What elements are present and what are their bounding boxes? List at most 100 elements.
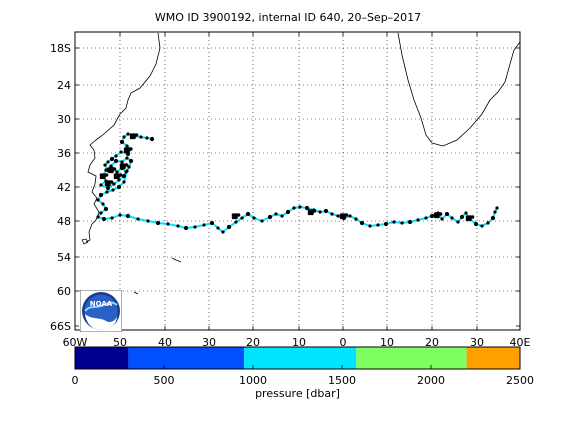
profile-point (383, 221, 389, 227)
profile-point (98, 192, 104, 198)
profile-point (103, 206, 109, 212)
profile-point (459, 214, 465, 220)
profile-point (118, 213, 122, 217)
profile-point (416, 218, 420, 222)
profile-point (99, 173, 104, 177)
colorbar-tick-label: 0 (72, 374, 79, 387)
profile-point (330, 212, 334, 216)
colorbar-segment (244, 347, 357, 369)
profile-point (444, 211, 450, 217)
profile-point (342, 213, 346, 217)
profile-point (129, 135, 134, 140)
profile-point (234, 215, 238, 220)
profile-point (473, 221, 479, 227)
profile-point (348, 214, 352, 218)
profile-point (122, 165, 126, 170)
coastlines (81, 32, 521, 311)
profile-point (104, 168, 108, 172)
falkland-islands (81, 238, 89, 245)
profile-point (115, 170, 119, 174)
profile-point (132, 133, 136, 137)
profile-point (110, 167, 114, 171)
profile-point (149, 136, 155, 142)
lon-tick-label: 30 (202, 336, 216, 349)
float-trajectory (96, 132, 499, 234)
lon-tick-label: 20 (246, 336, 260, 349)
profile-point (116, 184, 122, 190)
profile-point (112, 167, 117, 171)
map-frame (74, 31, 521, 331)
africa-coast (397, 32, 521, 147)
profile-point (456, 220, 460, 224)
profile-point (436, 214, 440, 219)
profile-point (323, 208, 329, 214)
profile-point (468, 215, 472, 219)
axis-ticks: 18S 24 30 36 42 48 54 60 66S 60W 50 40 30 20 10 0 10 20 30… (50, 32, 531, 349)
profile-point (124, 163, 129, 167)
profile-point (105, 190, 109, 194)
map-title: WMO ID 3900192, internal ID 640, 20–Sep–… (154, 11, 422, 24)
pressure-colorbar: 0 500 1000 1500 2000 2500 pressure [dbar] (72, 346, 534, 400)
profile-point (400, 221, 404, 225)
profile-point (231, 215, 236, 220)
profile-point (125, 213, 131, 219)
profile-point (114, 154, 118, 158)
profile-point (486, 221, 490, 225)
profile-point (125, 156, 129, 160)
profile-point (116, 173, 120, 177)
profile-point (99, 175, 104, 180)
profile-point (113, 175, 118, 180)
lat-tick-label: 18S (50, 42, 71, 55)
profile-point (450, 216, 454, 220)
profile-point (490, 215, 496, 221)
lat-tick-label: 48 (57, 215, 71, 228)
profile-point (310, 211, 314, 216)
profile-point (495, 206, 499, 210)
profile-point (134, 133, 139, 137)
profile-point (155, 220, 161, 226)
lat-tick-label: 54 (57, 251, 71, 264)
profile-point (119, 163, 124, 167)
colorbar-segment (75, 347, 129, 369)
profile-point (236, 213, 241, 217)
profile-point (110, 169, 114, 174)
profile-point (122, 180, 126, 184)
lon-tick-label: 30 (470, 336, 484, 349)
lat-tick-label: 30 (57, 113, 71, 126)
profile-point (102, 175, 106, 180)
profile-point (465, 215, 470, 219)
profile-point (304, 205, 310, 211)
profile-point (298, 205, 302, 209)
colorbar-segment (466, 347, 520, 369)
profile-point (260, 219, 264, 223)
profile-point (127, 165, 131, 169)
profile-point (136, 217, 140, 221)
colorbar-segment (128, 347, 245, 369)
profile-point (139, 135, 143, 139)
profile-point (126, 132, 130, 136)
colorbar-tick-label: 1000 (239, 374, 267, 387)
profile-point (125, 169, 129, 173)
profile-point (234, 220, 238, 224)
profile-point (111, 188, 115, 192)
profile-point (112, 182, 116, 186)
profile-point (96, 215, 100, 219)
profile-point (145, 136, 149, 140)
profile-point (129, 133, 134, 137)
profile-point (107, 180, 111, 184)
profile-point (105, 185, 111, 191)
profile-point (480, 224, 484, 228)
profile-point (280, 214, 284, 218)
profile-point (424, 216, 428, 220)
profile-point (183, 225, 189, 231)
profile-point (103, 163, 107, 167)
profile-point (120, 160, 124, 164)
profile-point (234, 213, 238, 217)
profile-point (132, 135, 136, 140)
profile-point (96, 198, 100, 202)
profile-point (107, 182, 111, 187)
profile-point (126, 149, 130, 154)
colorbar-segment (356, 347, 467, 369)
profile-point (119, 150, 123, 154)
profile-point (118, 173, 123, 177)
